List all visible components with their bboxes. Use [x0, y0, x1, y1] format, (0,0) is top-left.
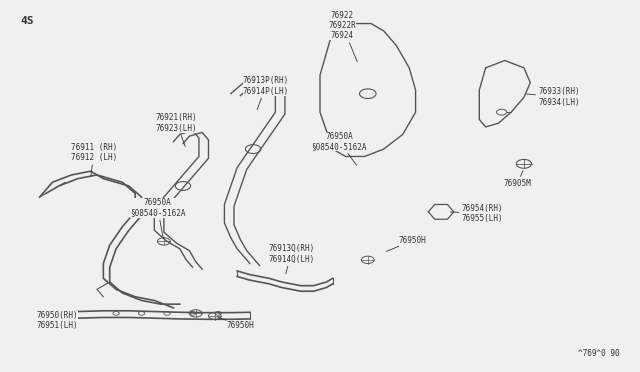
Text: 4S: 4S	[20, 16, 34, 26]
Text: 76905M: 76905M	[504, 171, 531, 188]
Text: 76950A
§08540-5162A: 76950A §08540-5162A	[130, 198, 185, 239]
Text: 76911 (RH)
76912 (LH): 76911 (RH) 76912 (LH)	[70, 143, 117, 176]
Text: 76950H: 76950H	[387, 236, 426, 251]
Text: 76950A
§08540-5162A: 76950A §08540-5162A	[312, 132, 367, 165]
Text: 76913Q(RH)
76914Q(LH): 76913Q(RH) 76914Q(LH)	[268, 244, 314, 274]
Text: 76933(RH)
76934(LH): 76933(RH) 76934(LH)	[527, 87, 580, 107]
Text: 76950H: 76950H	[218, 317, 254, 330]
Text: ^769^0 90: ^769^0 90	[578, 349, 620, 358]
Text: 76913P(RH)
76914P(LH): 76913P(RH) 76914P(LH)	[243, 76, 289, 109]
Text: 76922
76922R
76924: 76922 76922R 76924	[328, 10, 357, 62]
Text: 76921(RH)
76923(LH): 76921(RH) 76923(LH)	[156, 113, 197, 147]
Text: 76950(RH)
76951(LH): 76950(RH) 76951(LH)	[36, 311, 78, 330]
Text: 76954(RH)
76955(LH): 76954(RH) 76955(LH)	[450, 204, 503, 223]
